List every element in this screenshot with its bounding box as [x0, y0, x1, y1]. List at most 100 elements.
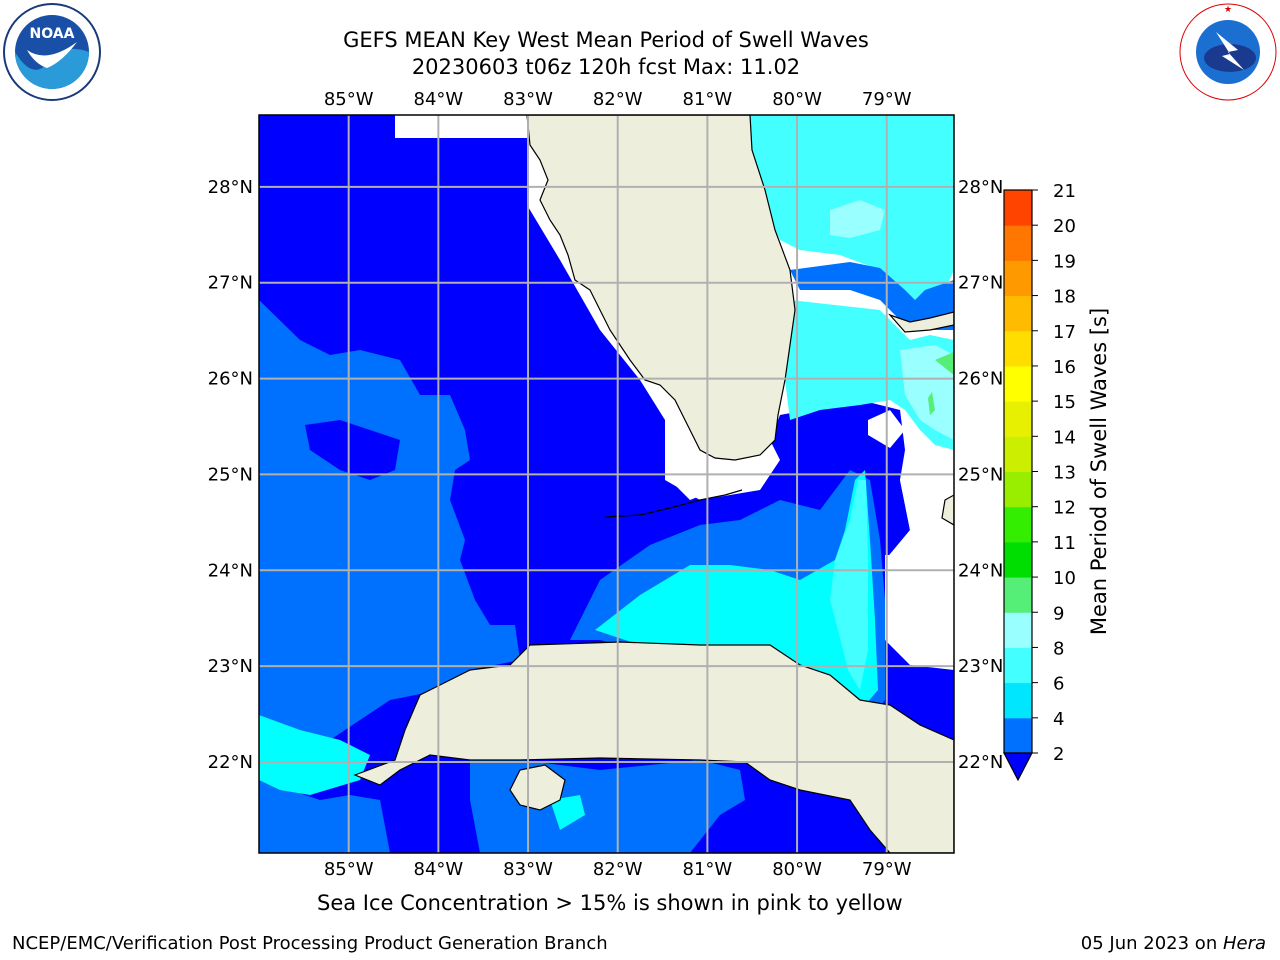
lon-label-top: 85°W: [324, 89, 374, 110]
date-text: 05 Jun 2023 on: [1080, 933, 1223, 954]
lon-label-top: 79°W: [862, 89, 912, 110]
lon-label-top: 80°W: [772, 89, 822, 110]
colorbar-segment: [1004, 190, 1032, 226]
bahamas-north: [888, 311, 954, 333]
colorbar-tick-label: 9: [1053, 603, 1064, 624]
masked-area-keys: [665, 420, 780, 500]
colorbar-segment: [1004, 612, 1032, 648]
contour-lt2-island: [305, 420, 400, 480]
colorbar-segment: [1004, 682, 1032, 719]
contour-6-8-south: [785, 300, 954, 450]
contour-2-4-atlantic: [790, 262, 954, 330]
svg-text:★: ★: [1224, 5, 1232, 15]
contour-4-6-carib: [550, 795, 585, 830]
lat-label-right: 23°N: [958, 656, 1003, 677]
masked-area-top: [395, 115, 527, 138]
colorbar-segment: [1004, 295, 1032, 332]
lon-label-top: 82°W: [593, 89, 643, 110]
colorbar-tick-label: 17: [1053, 322, 1076, 343]
contour-4-6-straits: [595, 470, 878, 705]
lat-label-left: 26°N: [208, 369, 253, 390]
contour-9-10-spot2: [928, 392, 935, 415]
nws-logo: ★: [1179, 3, 1277, 101]
colorbar-segment: [1004, 365, 1032, 402]
noaa-logo: NOAA: [3, 3, 101, 101]
lat-label-left: 28°N: [208, 177, 253, 198]
colorbar-segment: [1004, 260, 1032, 297]
colorbar-segment: [1004, 647, 1032, 684]
colorbar: 2 4 6 8 9 10 11 12 13 14 15 16 17 18 19 20 21 Mean Period…: [1003, 181, 1111, 782]
colorbar-under-arrow: [1003, 752, 1033, 782]
colorbar-tick-label: 18: [1053, 287, 1076, 308]
colorbar-segment: [1004, 717, 1032, 754]
florida: [526, 115, 796, 461]
lon-label-bottom: 83°W: [503, 859, 553, 880]
colorbar-tick-label: 14: [1053, 427, 1076, 448]
colorbar-tick-label: 13: [1053, 463, 1076, 484]
lon-label-top: 83°W: [503, 89, 553, 110]
colorbar-label: Mean Period of Swell Waves [s]: [1087, 308, 1111, 635]
land: [353, 115, 954, 853]
colorbar-tick-label: 12: [1053, 498, 1076, 519]
colorbar-tick-label: 2: [1053, 744, 1064, 765]
colorbar-tick-label: 4: [1053, 709, 1064, 730]
cuba: [353, 641, 954, 853]
lat-label-right: 27°N: [958, 273, 1003, 294]
colorbar-segment: [1004, 225, 1032, 261]
chart-title: GEFS MEAN Key West Mean Period of Swell …: [343, 28, 869, 52]
colorbar-tick-label: 15: [1053, 392, 1076, 413]
lat-label-right: 25°N: [958, 464, 1003, 485]
lat-label-left: 23°N: [208, 656, 253, 677]
lat-label-right: 28°N: [958, 177, 1003, 198]
contour-8-9-bahamas: [900, 345, 954, 440]
colorbar-segment: [1004, 506, 1032, 543]
noaa-logo-text: NOAA: [30, 26, 75, 42]
lat-label-left: 22°N: [208, 752, 253, 773]
lon-label-bottom: 82°W: [593, 859, 643, 880]
contour-9-10-spot: [935, 352, 954, 375]
colorbar-tick-label: 20: [1053, 216, 1076, 237]
colorbar-segment: [1004, 471, 1032, 508]
lon-label-top: 84°W: [414, 89, 464, 110]
credit-line: NCEP/EMC/Verification Post Processing Pr…: [12, 933, 608, 954]
lat-label-left: 25°N: [208, 464, 253, 485]
map-frame: [258, 114, 955, 854]
colorbar-segment: [1004, 541, 1032, 578]
lon-label-top: 81°W: [683, 89, 733, 110]
colorbar-segment: [1004, 401, 1032, 437]
machine-name: Hera: [1222, 933, 1266, 954]
lon-label-bottom: 81°W: [683, 859, 733, 880]
colorbar-tick-label: 11: [1053, 533, 1076, 554]
colorbar-tick-label: 21: [1053, 181, 1076, 202]
contour-8-9-strip: [830, 480, 868, 690]
lat-label-left: 24°N: [208, 560, 253, 581]
colorbar-tick-label: 16: [1053, 357, 1076, 378]
contour-8-9-atlantic: [830, 200, 885, 238]
bahamas-andros: [941, 494, 954, 526]
colorbar-tick-label: 10: [1053, 568, 1076, 589]
lat-label-right: 24°N: [958, 560, 1003, 581]
chart-subtitle: 20230603 t06z 120h fcst Max: 11.02: [411, 55, 801, 79]
lat-label-right: 22°N: [958, 752, 1003, 773]
lon-label-bottom: 85°W: [324, 859, 374, 880]
lat-label-left: 27°N: [208, 273, 253, 294]
florida-keys: [604, 489, 743, 518]
sea-ice-note: Sea Ice Concentration > 15% is shown in …: [317, 891, 903, 915]
masked-area-bahamas2: [900, 455, 954, 550]
colorbar-segment: [1004, 436, 1032, 472]
colorbar-segment: [1004, 330, 1032, 367]
lon-label-bottom: 80°W: [772, 859, 822, 880]
colorbar-tick-label: 6: [1053, 674, 1064, 695]
lat-label-right: 26°N: [958, 369, 1003, 390]
colorbar-segment: [1004, 577, 1032, 613]
isla-juventud: [509, 764, 566, 811]
contour-4-6-sw: [259, 715, 370, 795]
masked-area-east: [885, 555, 954, 660]
lon-label-bottom: 79°W: [862, 859, 912, 880]
colorbar-tick-label: 8: [1053, 638, 1064, 659]
date-line: 05 Jun 2023 on Hera: [1081, 933, 1266, 954]
map-grid: [259, 115, 954, 853]
colorbar-tick-label: 19: [1053, 251, 1076, 272]
lon-label-bottom: 84°W: [414, 859, 464, 880]
